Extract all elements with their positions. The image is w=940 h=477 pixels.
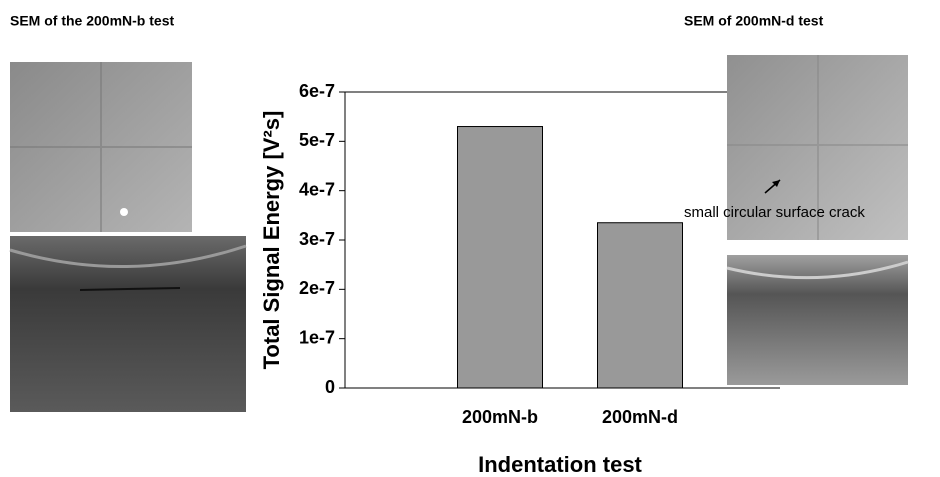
annotation: SEM of the 200mN-b test: [10, 13, 174, 29]
x-axis-title: Indentation test: [478, 452, 642, 477]
y-tick-label: 2e-7: [299, 278, 335, 298]
y-tick-label: 6e-7: [299, 81, 335, 101]
y-tick-label: 3e-7: [299, 229, 335, 249]
annotation: small circular surface crack: [684, 204, 865, 221]
x-tick-label: 200mN-b: [462, 407, 538, 427]
y-tick-label: 0: [325, 377, 335, 397]
bar: [597, 222, 683, 389]
y-tick-label: 5e-7: [299, 130, 335, 150]
sem-image-left: [9, 62, 247, 412]
y-tick-label: 1e-7: [299, 327, 335, 347]
annotation: SEM of 200mN-d test: [684, 13, 824, 29]
bar: [457, 126, 543, 389]
y-axis-title: Total Signal Energy [V²s]: [259, 111, 284, 370]
x-tick-label: 200mN-d: [602, 407, 678, 427]
y-tick-label: 4e-7: [299, 179, 335, 199]
plot-frame: [344, 91, 780, 389]
sem-image-right: [726, 55, 909, 385]
